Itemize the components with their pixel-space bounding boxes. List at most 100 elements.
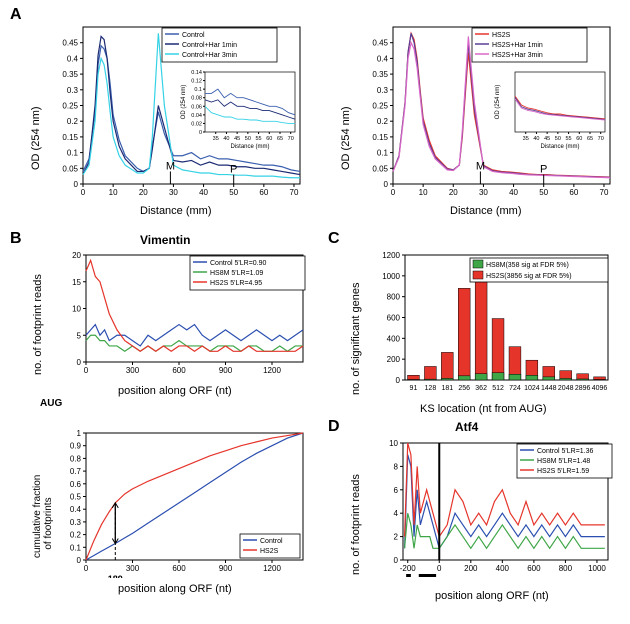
svg-text:HS8M(358 sig at FDR 5%): HS8M(358 sig at FDR 5%) <box>486 262 569 269</box>
svg-text:15: 15 <box>72 278 81 287</box>
panel-d-ylabel: no. of footprint reads <box>350 474 362 575</box>
svg-text:0.2: 0.2 <box>377 117 389 126</box>
svg-text:0.05: 0.05 <box>62 164 78 173</box>
svg-text:0: 0 <box>384 180 389 189</box>
svg-text:0: 0 <box>84 366 89 375</box>
svg-text:300: 300 <box>126 564 140 573</box>
aug-label: AUG <box>40 398 62 409</box>
svg-text:60: 60 <box>576 136 582 142</box>
svg-text:M: M <box>166 160 175 172</box>
svg-text:1: 1 <box>77 429 82 438</box>
svg-text:91: 91 <box>410 385 418 392</box>
svg-text:1448: 1448 <box>541 385 557 392</box>
svg-text:Control 5'LR=0.90: Control 5'LR=0.90 <box>210 260 267 267</box>
svg-text:0.6: 0.6 <box>70 480 82 489</box>
svg-text:HS8M 5'LR=1.09: HS8M 5'LR=1.09 <box>210 270 263 277</box>
svg-text:0.2: 0.2 <box>67 117 79 126</box>
svg-text:181: 181 <box>441 385 453 392</box>
svg-text:0: 0 <box>77 358 82 367</box>
panel-a-left-ylabel: OD (254 nm) <box>30 106 42 170</box>
svg-text:2: 2 <box>394 533 399 542</box>
svg-text:200: 200 <box>464 564 478 573</box>
svg-text:55: 55 <box>256 136 262 142</box>
svg-text:10: 10 <box>389 439 398 448</box>
svg-text:600: 600 <box>387 314 401 323</box>
svg-text:0: 0 <box>84 564 89 573</box>
svg-text:0.4: 0.4 <box>67 54 79 63</box>
svg-text:OD (254 nm): OD (254 nm) <box>181 85 187 120</box>
svg-text:M: M <box>476 160 485 172</box>
svg-text:0.9: 0.9 <box>70 442 82 451</box>
svg-text:128: 128 <box>425 385 437 392</box>
svg-text:0.1: 0.1 <box>67 149 79 158</box>
panel-d-xlabel: position along ORF (nt) <box>435 590 549 602</box>
svg-text:Control: Control <box>260 538 283 545</box>
svg-text:0.8: 0.8 <box>70 454 82 463</box>
svg-text:0.1: 0.1 <box>70 543 82 552</box>
svg-text:HS2S+Har 3min: HS2S+Har 3min <box>492 52 543 59</box>
svg-text:0.5: 0.5 <box>70 493 82 502</box>
svg-text:0.15: 0.15 <box>372 133 388 142</box>
svg-text:20: 20 <box>72 251 81 260</box>
svg-text:HS8M 5'LR=1.48: HS8M 5'LR=1.48 <box>537 458 590 465</box>
panel-label-a: A <box>10 6 22 24</box>
svg-text:HS2S+Har 1min: HS2S+Har 1min <box>492 42 543 49</box>
svg-text:1200: 1200 <box>382 251 400 260</box>
panel-a-left-xlabel: Distance (mm) <box>140 205 212 217</box>
svg-text:60: 60 <box>266 136 272 142</box>
svg-text:0.06: 0.06 <box>191 104 202 110</box>
svg-text:0.02: 0.02 <box>191 121 202 127</box>
svg-text:600: 600 <box>172 564 186 573</box>
svg-text:4096: 4096 <box>592 385 608 392</box>
svg-text:1000: 1000 <box>382 272 400 281</box>
svg-text:1200: 1200 <box>263 366 281 375</box>
svg-text:362: 362 <box>475 385 487 392</box>
svg-text:20: 20 <box>139 188 148 197</box>
panel-label-b: B <box>10 230 22 248</box>
svg-text:400: 400 <box>387 334 401 343</box>
svg-text:0: 0 <box>391 188 396 197</box>
svg-text:30: 30 <box>479 188 488 197</box>
svg-text:300: 300 <box>126 366 140 375</box>
panel-c-ylabel: no. of significant genes <box>350 282 362 395</box>
svg-text:45: 45 <box>234 136 240 142</box>
svg-text:60: 60 <box>569 188 578 197</box>
svg-text:400: 400 <box>496 564 510 573</box>
svg-text:0: 0 <box>199 130 202 136</box>
panel-b-bottom-xlabel: position along ORF (nt) <box>118 583 232 595</box>
svg-text:0.1: 0.1 <box>194 87 202 93</box>
svg-text:50: 50 <box>539 188 548 197</box>
panel-b-bottom-chart: 0300600900120000.10.20.30.40.50.60.70.80… <box>58 428 308 578</box>
svg-text:50: 50 <box>229 188 238 197</box>
svg-text:0.35: 0.35 <box>372 70 388 79</box>
svg-text:30: 30 <box>169 188 178 197</box>
svg-text:Control 5'LR=1.36: Control 5'LR=1.36 <box>537 448 594 455</box>
svg-text:0.05: 0.05 <box>372 164 388 173</box>
svg-text:900: 900 <box>219 564 233 573</box>
svg-text:0.4: 0.4 <box>70 505 82 514</box>
svg-text:55: 55 <box>566 136 572 142</box>
svg-text:Distance (mm): Distance (mm) <box>230 144 269 150</box>
panel-b-top-title: Vimentin <box>140 233 190 247</box>
panel-c-chart: 0200400600800100012009112818125636251272… <box>375 250 613 400</box>
svg-text:0: 0 <box>74 180 79 189</box>
svg-text:40: 40 <box>509 188 518 197</box>
svg-text:Control: Control <box>182 32 205 39</box>
svg-text:70: 70 <box>598 136 604 142</box>
svg-text:HS2S(3856 sig at FDR 5%): HS2S(3856 sig at FDR 5%) <box>486 273 572 280</box>
svg-text:600: 600 <box>527 564 541 573</box>
svg-text:724: 724 <box>509 385 521 392</box>
panel-b-top-xlabel: position along ORF (nt) <box>118 385 232 397</box>
svg-text:200: 200 <box>387 355 401 364</box>
svg-text:0.3: 0.3 <box>70 518 82 527</box>
svg-text:Control+Har 3min: Control+Har 3min <box>182 52 237 59</box>
svg-text:70: 70 <box>600 188 609 197</box>
svg-text:40: 40 <box>533 136 539 142</box>
svg-text:512: 512 <box>492 385 504 392</box>
svg-text:800: 800 <box>387 293 401 302</box>
svg-text:HS2S: HS2S <box>260 548 279 555</box>
svg-text:10: 10 <box>72 305 81 314</box>
svg-text:0.1: 0.1 <box>377 149 389 158</box>
svg-text:45: 45 <box>544 136 550 142</box>
svg-text:HS2S 5'LR=4.95: HS2S 5'LR=4.95 <box>210 280 262 287</box>
